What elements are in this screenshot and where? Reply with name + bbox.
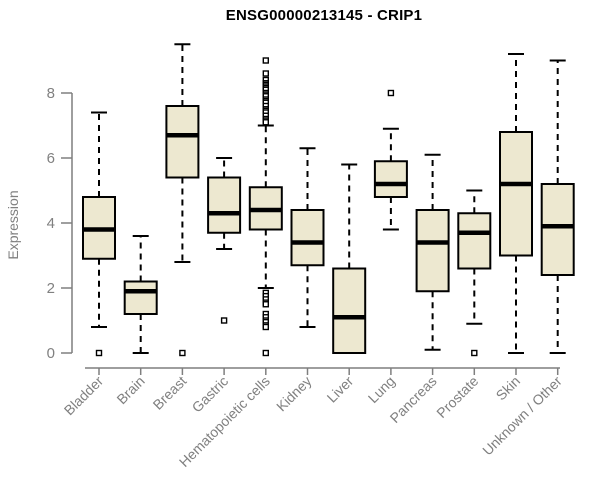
x-tick-label-unknown-other: Unknown / Other: [479, 373, 565, 459]
x-tick-label-skin: Skin: [493, 373, 524, 404]
boxplot-lung: [373, 89, 408, 231]
y-tick-label: 0: [47, 345, 55, 362]
outlier-point: [95, 349, 103, 357]
x-tick-label-kidney: Kidney: [273, 373, 315, 415]
boxplot-bladder: [82, 111, 116, 357]
box-iqr: [457, 212, 492, 270]
box-iqr: [332, 267, 367, 354]
x-tick-label-brain: Brain: [113, 373, 147, 407]
box-iqr: [123, 280, 158, 315]
y-tick-label: 4: [47, 215, 55, 232]
x-tick-label-bladder: Bladder: [61, 373, 107, 419]
outlier-point: [262, 57, 269, 64]
x-tick-label-lung: Lung: [365, 373, 398, 406]
outlier-point: [262, 349, 269, 357]
boxplot-brain: [123, 235, 158, 354]
y-tick-label: 8: [47, 85, 55, 102]
box-iqr: [415, 209, 450, 293]
boxplot-pancreas: [415, 153, 450, 351]
outlier-point: [471, 349, 478, 357]
y-tick-label: 6: [47, 150, 55, 167]
boxplot-unknown-other: [540, 59, 575, 354]
y-tick-label: 2: [47, 280, 55, 297]
box-iqr: [165, 105, 200, 179]
box-iqr: [499, 131, 533, 257]
outlier-point: [262, 119, 269, 126]
outlier-point: [262, 301, 269, 308]
boxplot-skin: [499, 53, 533, 354]
boxplot-kidney: [290, 147, 325, 328]
outlier-point: [262, 70, 269, 77]
x-tick-label-prostate: Prostate: [433, 373, 481, 421]
boxplot-prostate: [457, 189, 492, 357]
box-iqr: [373, 160, 408, 198]
boxplot-liver: [332, 163, 367, 354]
outlier-point: [220, 317, 228, 324]
boxplot-gastric: [207, 157, 242, 324]
boxplot-breast: [165, 43, 200, 357]
outlier-point: [262, 323, 269, 331]
x-tick-label-breast: Breast: [150, 373, 190, 413]
boxplot-hematopoietic-cells: [248, 57, 283, 357]
outlier-point: [387, 89, 395, 97]
outlier-point: [179, 349, 186, 357]
box-iqr: [207, 176, 242, 234]
chart-title: ENSG00000213145 - CRIP1: [225, 7, 423, 24]
x-tick-label-liver: Liver: [324, 373, 357, 406]
box-iqr: [290, 209, 325, 267]
box-iqr: [540, 183, 575, 276]
